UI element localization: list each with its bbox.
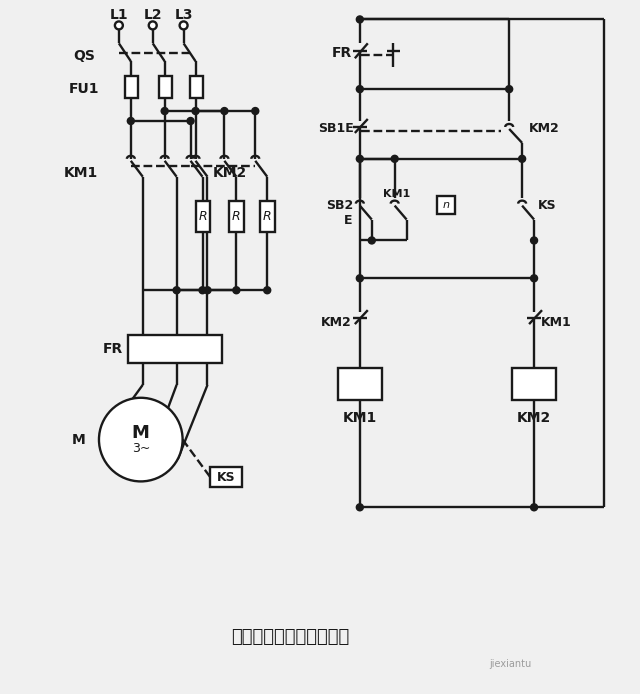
Text: KM2: KM2 bbox=[212, 166, 246, 180]
Bar bbox=[125, 76, 138, 98]
Text: M: M bbox=[72, 432, 86, 447]
Circle shape bbox=[99, 398, 182, 482]
Text: KM2: KM2 bbox=[529, 122, 559, 135]
Text: KM1: KM1 bbox=[541, 316, 572, 328]
Text: R: R bbox=[263, 210, 271, 223]
Text: FR: FR bbox=[332, 46, 352, 60]
Circle shape bbox=[173, 287, 180, 294]
Text: L3: L3 bbox=[174, 8, 193, 22]
Circle shape bbox=[356, 275, 364, 282]
Bar bbox=[229, 201, 244, 232]
Circle shape bbox=[391, 155, 398, 162]
Text: KM1: KM1 bbox=[64, 166, 98, 180]
Circle shape bbox=[233, 287, 240, 294]
Circle shape bbox=[264, 287, 271, 294]
Circle shape bbox=[531, 504, 538, 511]
Text: SB1E: SB1E bbox=[318, 122, 354, 135]
Circle shape bbox=[531, 275, 538, 282]
Text: KM1: KM1 bbox=[383, 189, 410, 198]
Text: KM1: KM1 bbox=[342, 411, 377, 425]
Circle shape bbox=[356, 155, 364, 162]
Circle shape bbox=[161, 108, 168, 115]
Text: KM2: KM2 bbox=[321, 316, 351, 328]
Text: QS: QS bbox=[73, 49, 95, 63]
Text: SB2: SB2 bbox=[326, 199, 353, 212]
Circle shape bbox=[180, 22, 188, 29]
Circle shape bbox=[199, 287, 206, 294]
Bar bbox=[128, 335, 223, 363]
Circle shape bbox=[127, 117, 134, 124]
Text: KS: KS bbox=[217, 471, 236, 484]
Circle shape bbox=[356, 504, 364, 511]
Text: M: M bbox=[132, 423, 150, 441]
Bar bbox=[211, 468, 243, 487]
Circle shape bbox=[506, 85, 513, 92]
Bar bbox=[196, 201, 211, 232]
Text: R: R bbox=[232, 210, 241, 223]
Circle shape bbox=[356, 85, 364, 92]
Bar bbox=[512, 368, 556, 400]
Bar bbox=[189, 76, 202, 98]
Text: L2: L2 bbox=[143, 8, 162, 22]
Circle shape bbox=[221, 108, 228, 115]
Bar bbox=[159, 76, 172, 98]
Text: jiexiantu: jiexiantu bbox=[489, 659, 531, 668]
Circle shape bbox=[252, 108, 259, 115]
Circle shape bbox=[115, 22, 123, 29]
Text: E: E bbox=[344, 214, 352, 227]
Circle shape bbox=[192, 108, 199, 115]
Text: n: n bbox=[443, 200, 450, 210]
Circle shape bbox=[204, 287, 211, 294]
Text: L1: L1 bbox=[109, 8, 128, 22]
Bar bbox=[338, 368, 381, 400]
Bar bbox=[260, 201, 275, 232]
Text: FU1: FU1 bbox=[68, 82, 99, 96]
Circle shape bbox=[187, 117, 194, 124]
Circle shape bbox=[356, 16, 364, 23]
Text: FR: FR bbox=[103, 342, 123, 356]
Text: R: R bbox=[198, 210, 207, 223]
Text: 3~: 3~ bbox=[132, 442, 150, 455]
Circle shape bbox=[148, 22, 157, 29]
Text: 单向反接制动的控制线路: 单向反接制动的控制线路 bbox=[231, 628, 349, 645]
Circle shape bbox=[531, 237, 538, 244]
Text: KS: KS bbox=[538, 199, 556, 212]
Circle shape bbox=[368, 237, 375, 244]
Text: KM2: KM2 bbox=[517, 411, 551, 425]
Circle shape bbox=[518, 155, 525, 162]
Bar bbox=[438, 196, 456, 214]
